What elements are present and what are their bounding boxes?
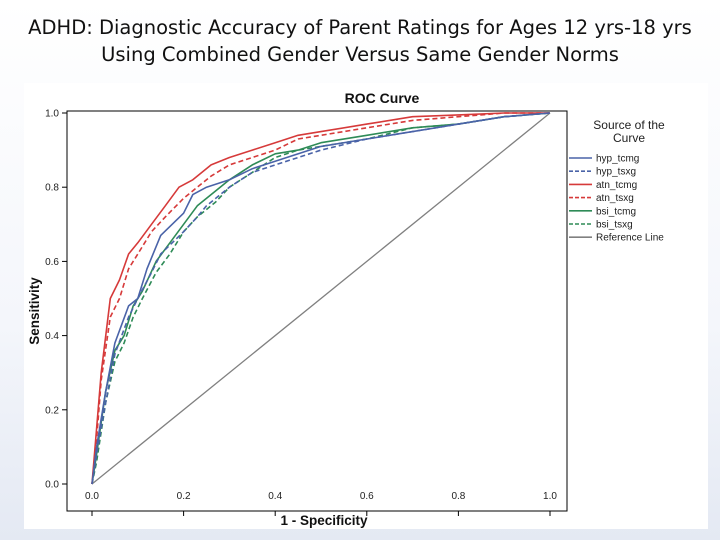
y-tick-label: 0.0 [45, 480, 59, 491]
legend-title: Source of the Curve [593, 118, 665, 145]
chart-title: ROC Curve [345, 90, 420, 106]
x-tick-label: 0.8 [451, 491, 465, 502]
series-line-bsi-tsxg [91, 112, 551, 485]
series-line-reference-line [91, 112, 551, 485]
x-axis-title: 1 - Specificity [280, 513, 368, 528]
legend-label: bsi_tsxg [596, 220, 633, 231]
x-tick-label: 0.0 [85, 491, 99, 502]
series-line-hyp-tcmg [91, 112, 551, 485]
legend-label: Reference Line [596, 233, 664, 244]
y-tick-label: 0.4 [45, 331, 59, 342]
slide-title-line2: Using Combined Gender Versus Same Gender… [101, 43, 619, 66]
y-tick-label: 0.6 [45, 257, 59, 268]
series-layer [91, 112, 551, 485]
x-tick-label: 0.4 [268, 491, 282, 502]
legend-label: hyp_tcmg [596, 154, 639, 165]
series-line-atn-tcmg [91, 112, 550, 485]
legend: Source of the Curve hyp_tcmg hyp_tsxg atn_tc… [569, 118, 665, 244]
legend-label: atn_tcmg [596, 180, 637, 191]
x-tick-label: 0.2 [177, 491, 191, 502]
series-line-atn-tsxg [91, 112, 550, 485]
slide-title-line1: ADHD: Diagnostic Accuracy of Parent Rati… [28, 16, 692, 39]
legend-label: bsi_tcmg [596, 206, 636, 217]
roc-chart-panel: ROC Curve 0.0 0.2 0.4 0.6 0.8 1.0 0.0 0.2 0.4 0.… [24, 83, 708, 529]
plot-frame [66, 110, 568, 512]
y-tick-label: 0.2 [45, 405, 59, 416]
y-axis: 0.0 0.2 0.4 0.6 0.8 1.0 [45, 109, 67, 491]
roc-chart: ROC Curve 0.00.20.40.60.81.0 0.0 0.2 0.4 0.… [27, 90, 665, 528]
slide-title: ADHD: Diagnostic Accuracy of Parent Rati… [0, 14, 720, 68]
y-tick-label: 1.0 [45, 109, 59, 120]
x-tick-label: 1.0 [543, 491, 557, 502]
x-axis: 0.0 0.2 0.4 0.6 0.8 1.0 [85, 491, 557, 516]
legend-label: hyp_tsxg [596, 167, 636, 178]
x-tick-label: 0.6 [360, 491, 374, 502]
legend-label: atn_tsxg [596, 193, 634, 204]
y-tick-label: 0.8 [45, 183, 59, 194]
y-axis-title: Sensitivity [27, 277, 42, 345]
series-line-bsi-tcmg [91, 112, 551, 485]
